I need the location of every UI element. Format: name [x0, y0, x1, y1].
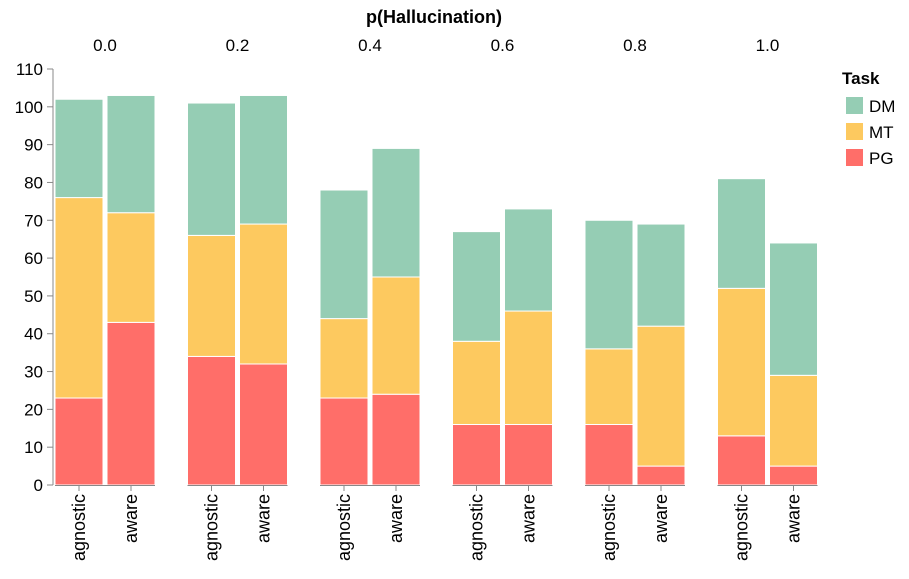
bar-segment-mt [371, 276, 421, 395]
x-tick-label: agnostic [69, 494, 89, 561]
y-tick-label: 90 [24, 136, 43, 155]
y-tick-label: 0 [34, 476, 43, 495]
bar-segment-dm [717, 178, 766, 289]
bar-segment-mt [54, 197, 104, 399]
bar-segment-mt [636, 325, 686, 467]
bar-segment-pg [319, 397, 369, 486]
bar-segment-dm [106, 94, 156, 214]
x-tick-label: agnostic [599, 494, 619, 561]
facet-label: 1.0 [756, 36, 780, 55]
bar-segment-mt [717, 287, 766, 437]
bar-segment-dm [584, 219, 634, 350]
bar-segment-mt [769, 374, 818, 467]
bar-segment-dm [636, 223, 686, 327]
bar-segment-pg [452, 423, 501, 486]
bar-segment-dm [504, 208, 553, 312]
y-tick-label: 40 [24, 325, 43, 344]
bar-segment-mt [504, 310, 553, 425]
facet-label: 0.8 [623, 36, 647, 55]
bar-segment-dm [452, 231, 501, 342]
bar-segment-pg [54, 397, 104, 486]
y-tick-label: 10 [24, 438, 43, 457]
y-tick-label: 30 [24, 363, 43, 382]
y-tick-label: 110 [16, 60, 43, 79]
bar-segment-dm [371, 147, 421, 278]
bar-segment-pg [106, 321, 156, 486]
facet-label: 0.6 [491, 36, 515, 55]
bar-segment-dm [239, 94, 288, 225]
bar-segment-mt [319, 318, 369, 399]
y-tick-label: 20 [24, 400, 43, 419]
bar-segment-pg [636, 465, 686, 486]
bar-segment-mt [452, 340, 501, 425]
bar-segment-mt [584, 348, 634, 425]
facet-label: 0.2 [226, 36, 250, 55]
legend-swatch-pg [846, 149, 863, 166]
x-tick-label: aware [784, 494, 804, 543]
bar-segment-mt [187, 234, 236, 357]
bar-segment-pg [769, 465, 818, 486]
facet-title: p(Hallucination) [366, 7, 502, 27]
bar-segment-pg [187, 355, 236, 486]
facet-label: 0.4 [358, 36, 382, 55]
legend-swatch-dm [846, 97, 863, 114]
legend-swatch-mt [846, 123, 863, 140]
y-tick-label: 80 [24, 173, 43, 192]
y-tick-label: 50 [24, 287, 43, 306]
x-tick-label: agnostic [467, 494, 487, 561]
x-tick-label: aware [254, 494, 274, 543]
y-tick-label: 60 [24, 249, 43, 268]
legend-title: Task [842, 69, 880, 88]
x-tick-label: aware [519, 494, 539, 543]
x-tick-label: aware [121, 494, 141, 543]
legend-label: PG [869, 149, 894, 168]
x-tick-label: agnostic [202, 494, 222, 561]
bar-segment-pg [371, 393, 421, 486]
y-tick-label: 100 [15, 98, 43, 117]
bar-segment-dm [769, 242, 818, 376]
facet-label: 0.0 [93, 36, 117, 55]
x-tick-label: aware [386, 494, 406, 543]
bar-segment-mt [239, 223, 288, 365]
y-axis: 0 10 20 30 40 50 60 70 80 90 100 110 [15, 60, 54, 495]
bar-segment-pg [504, 423, 553, 486]
legend-label: DM [869, 97, 895, 116]
bar-segment-dm [187, 102, 236, 236]
x-tick-label: agnostic [732, 494, 752, 561]
bar-segment-pg [717, 435, 766, 486]
legend-label: MT [869, 123, 894, 142]
bar-segment-pg [239, 363, 288, 486]
bar-segment-dm [319, 189, 369, 320]
bar-segment-mt [106, 212, 156, 323]
bar-segment-dm [54, 98, 104, 199]
x-tick-label: agnostic [334, 494, 354, 561]
x-tick-label: aware [651, 494, 671, 543]
y-tick-label: 70 [24, 211, 43, 230]
bar-segment-pg [584, 423, 634, 486]
